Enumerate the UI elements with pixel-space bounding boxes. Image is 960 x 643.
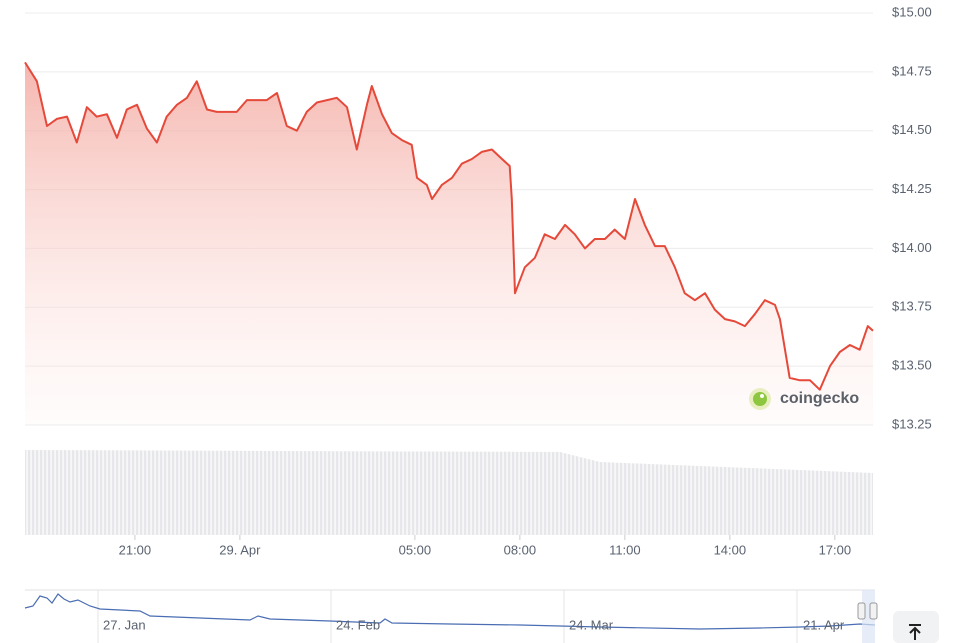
area bbox=[25, 62, 873, 426]
navigator-handle[interactable] bbox=[869, 602, 878, 620]
x-tick-label: 08:00 bbox=[504, 542, 537, 557]
y-tick-label: $14.75 bbox=[892, 63, 932, 78]
navigator-handle[interactable] bbox=[857, 602, 866, 620]
navigator-label: 24. Mar bbox=[569, 617, 614, 632]
x-tick-label: 29. Apr bbox=[219, 542, 261, 557]
y-tick-label: $13.25 bbox=[892, 416, 932, 431]
y-tick-label: $13.75 bbox=[892, 299, 932, 314]
x-tick-label: 11:00 bbox=[609, 542, 641, 557]
y-tick-label: $14.25 bbox=[892, 181, 932, 196]
plot-area: $13.25 $13.50 $13.75 $14.00 $14.25 $14.50 $14.… bbox=[24, 4, 932, 557]
watermark-text: coingecko bbox=[780, 390, 859, 407]
volume-band bbox=[25, 450, 873, 535]
button-bg[interactable] bbox=[893, 611, 939, 643]
x-tick-label: 14:00 bbox=[714, 542, 747, 557]
y-tick-label: $13.50 bbox=[892, 358, 932, 373]
navigator-label: 24. Feb bbox=[336, 617, 380, 632]
x-tick-label: 05:00 bbox=[399, 542, 432, 557]
x-tick-label: 17:00 bbox=[819, 542, 852, 557]
price-line bbox=[24, 61, 874, 391]
navigator-label: 21. Apr bbox=[803, 617, 845, 632]
navigator-label: 27. Jan bbox=[103, 617, 146, 632]
watermark: coingecko bbox=[749, 388, 859, 410]
button-icon[interactable] bbox=[909, 624, 921, 640]
y-tick-label: $14.50 bbox=[892, 122, 932, 137]
y-tick-label: $14.00 bbox=[892, 240, 932, 255]
x-tick-label: 21:00 bbox=[119, 542, 152, 557]
scroll-top-button[interactable] bbox=[893, 611, 939, 643]
y-tick-label: $15.00 bbox=[892, 4, 932, 19]
navigator: 27. Jan 24. Feb 24. Mar 21. Apr bbox=[24, 589, 878, 643]
navigator-line bbox=[24, 593, 876, 630]
